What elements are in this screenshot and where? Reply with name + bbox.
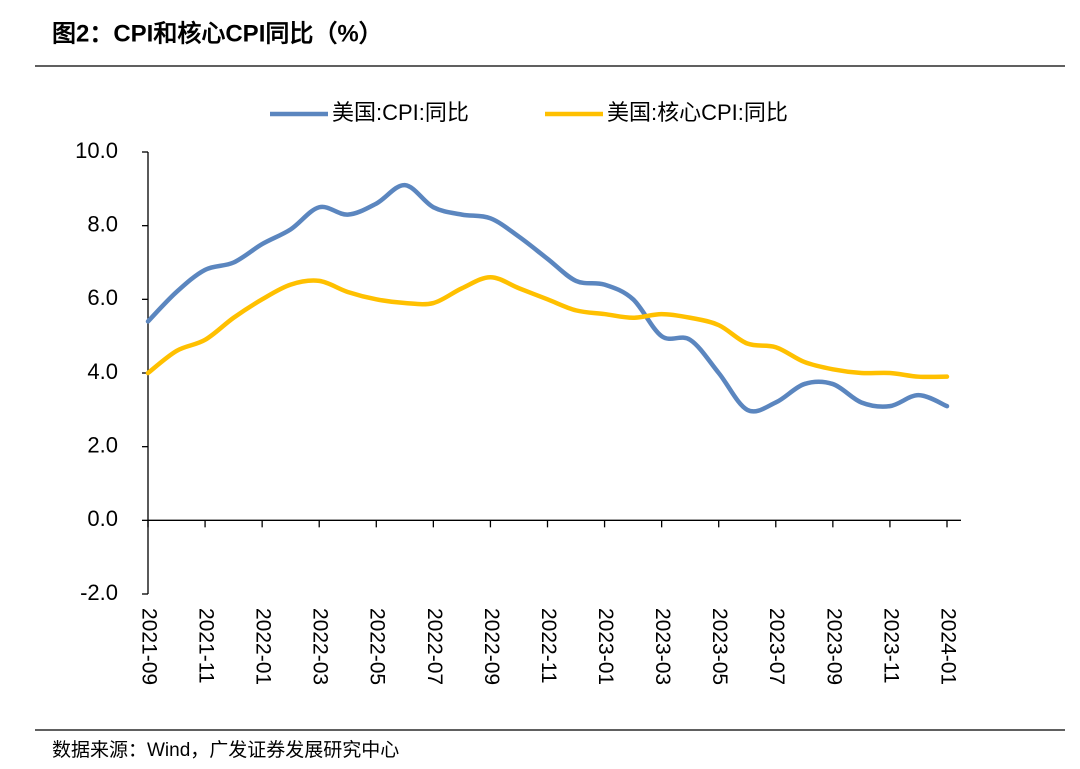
y-tick-label: -2.0	[80, 580, 118, 605]
y-tick-label: 10.0	[75, 138, 118, 163]
legend-label: 美国:CPI:同比	[332, 100, 469, 125]
line-series	[145, 274, 950, 380]
x-tick-label: 2021-11	[195, 608, 218, 684]
x-tick-label: 2023-03	[651, 608, 674, 685]
x-tick-label: 2022-07	[423, 608, 446, 685]
line-series	[145, 182, 950, 414]
x-tick-label: 2024-01	[936, 608, 959, 685]
x-tick-label: 2022-03	[309, 608, 332, 685]
x-tick-label: 2023-09	[822, 608, 845, 685]
legend-label: 美国:核心CPI:同比	[607, 100, 788, 125]
x-tick-label: 2021-09	[137, 608, 160, 685]
y-tick-label: 0.0	[87, 506, 118, 531]
x-tick-label: 2022-01	[252, 608, 275, 685]
x-tick-label: 2023-07	[765, 608, 788, 685]
x-tick-label: 2023-11	[879, 608, 902, 684]
x-tick-label: 2022-09	[480, 608, 503, 685]
x-tick-label: 2022-11	[537, 608, 560, 684]
chart-title: 图2：CPI和核心CPI同比（%）	[52, 19, 383, 47]
x-tick-label: 2022-05	[366, 608, 389, 685]
y-tick-label: 6.0	[87, 285, 118, 310]
x-tick-label: 2023-05	[708, 608, 731, 685]
y-tick-label: 8.0	[87, 211, 118, 236]
source-note: 数据来源：Wind，广发证券发展研究中心	[52, 739, 399, 761]
y-tick-label: 2.0	[87, 432, 118, 457]
y-tick-label: 4.0	[87, 359, 118, 384]
x-tick-label: 2023-01	[594, 608, 617, 685]
